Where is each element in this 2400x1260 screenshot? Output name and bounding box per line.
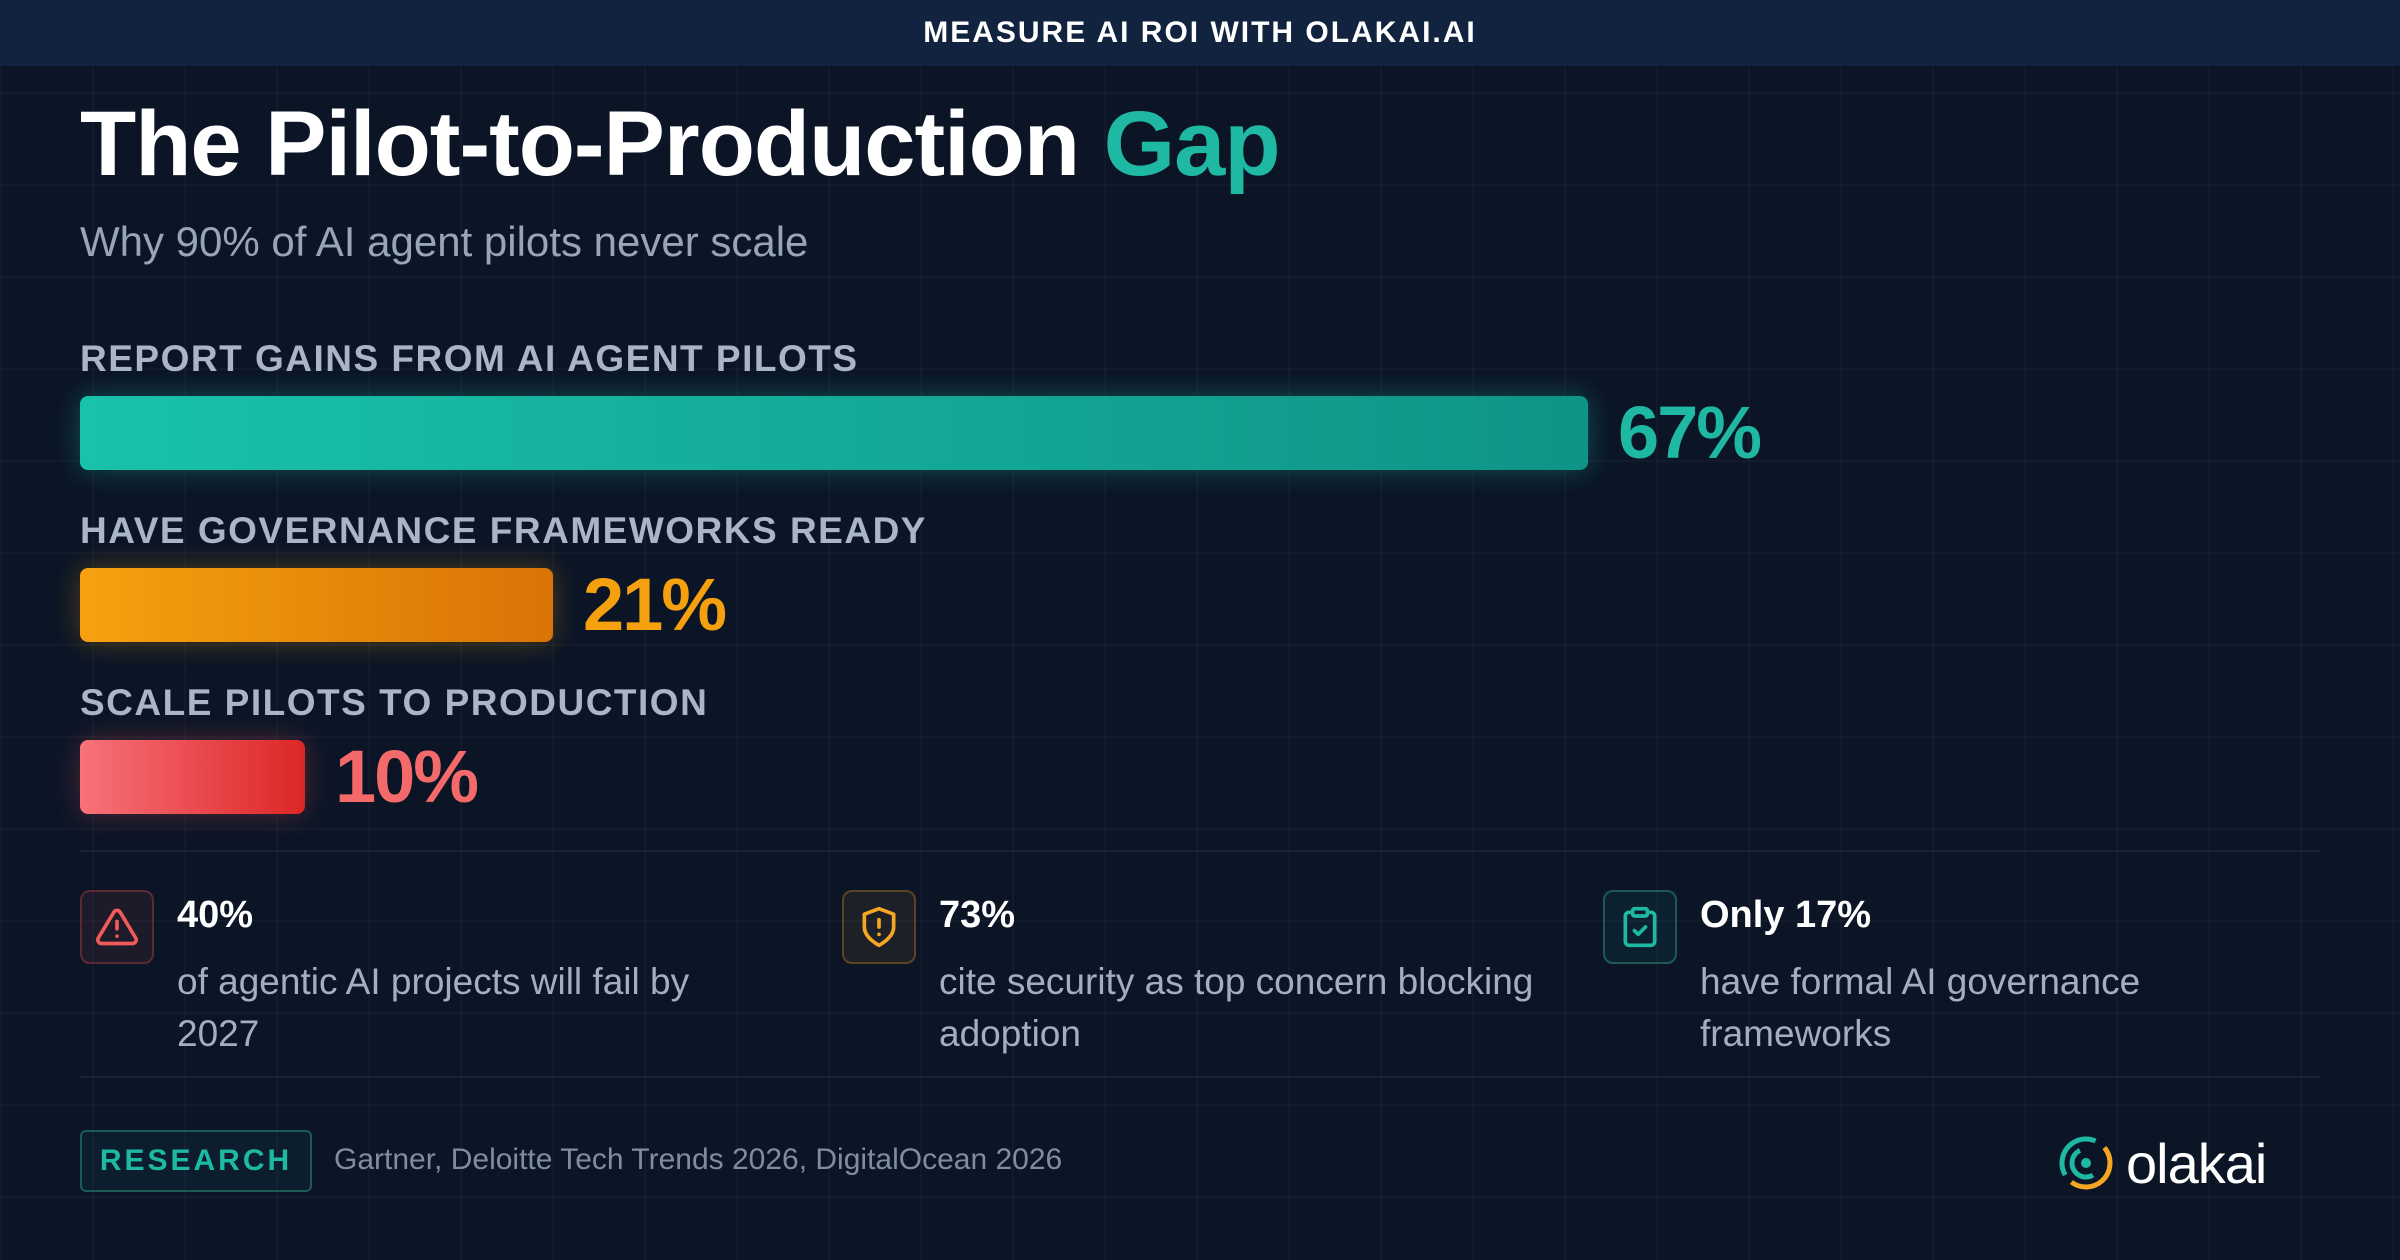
research-sources: Gartner, Deloitte Tech Trends 2026, Digi… <box>334 1143 1063 1176</box>
stat-description: have formal AI governance frameworks <box>1700 961 2141 1054</box>
stat-value: Only 17% <box>1700 894 1872 936</box>
clipboard-check-icon <box>1603 890 1677 964</box>
bar-value-governance-ready: 21% <box>583 563 727 646</box>
spiral-logo-icon <box>2059 1136 2113 1190</box>
stat-card-failure: 40% of agentic AI projects will fail by … <box>80 890 780 1070</box>
divider <box>80 850 2320 852</box>
bar-pilot-gains <box>80 396 1588 470</box>
warning-triangle-icon <box>80 890 154 964</box>
olakai-logo[interactable]: olakai <box>2058 1128 2267 1198</box>
stat-description: cite security as top concern blocking ad… <box>939 961 1534 1054</box>
bar-value-scale-to-production: 10% <box>335 735 479 818</box>
bar-governance-ready <box>80 568 553 642</box>
research-badge-label: RESEARCH <box>99 1144 293 1177</box>
brand-name: olakai <box>2126 1131 2267 1195</box>
divider <box>80 1076 2320 1078</box>
stat-card-security: 73% cite security as top concern blockin… <box>842 890 1542 1070</box>
banner-text: MEASURE AI ROI WITH OLAKAI.AI <box>923 16 1477 49</box>
stat-value: 73% <box>939 894 1016 936</box>
bar-scale-to-production <box>80 740 305 814</box>
bar-value-pilot-gains: 67% <box>1618 391 1762 474</box>
bar-label-governance-ready: HAVE GOVERNANCE FRAMEWORKS READY <box>80 510 927 551</box>
bar-label-pilot-gains: REPORT GAINS FROM AI AGENT PILOTS <box>80 338 859 379</box>
research-badge: RESEARCH <box>80 1130 312 1192</box>
title-main: The Pilot-to-Production <box>80 93 1080 195</box>
title-accent: Gap <box>1103 93 1281 195</box>
page-subtitle: Why 90% of AI agent pilots never scale <box>80 218 809 265</box>
stat-description: of agentic AI projects will fail by 2027 <box>177 961 690 1054</box>
page-title: The Pilot-to-Production Gap <box>80 92 1281 197</box>
shield-alert-icon <box>842 890 916 964</box>
stat-value: 40% <box>177 894 254 936</box>
bar-label-scale-to-production: SCALE PILOTS TO PRODUCTION <box>80 682 709 723</box>
stat-card-governance: Only 17% have formal AI governance frame… <box>1603 890 2303 1070</box>
top-banner[interactable]: MEASURE AI ROI WITH OLAKAI.AI <box>0 0 2400 66</box>
